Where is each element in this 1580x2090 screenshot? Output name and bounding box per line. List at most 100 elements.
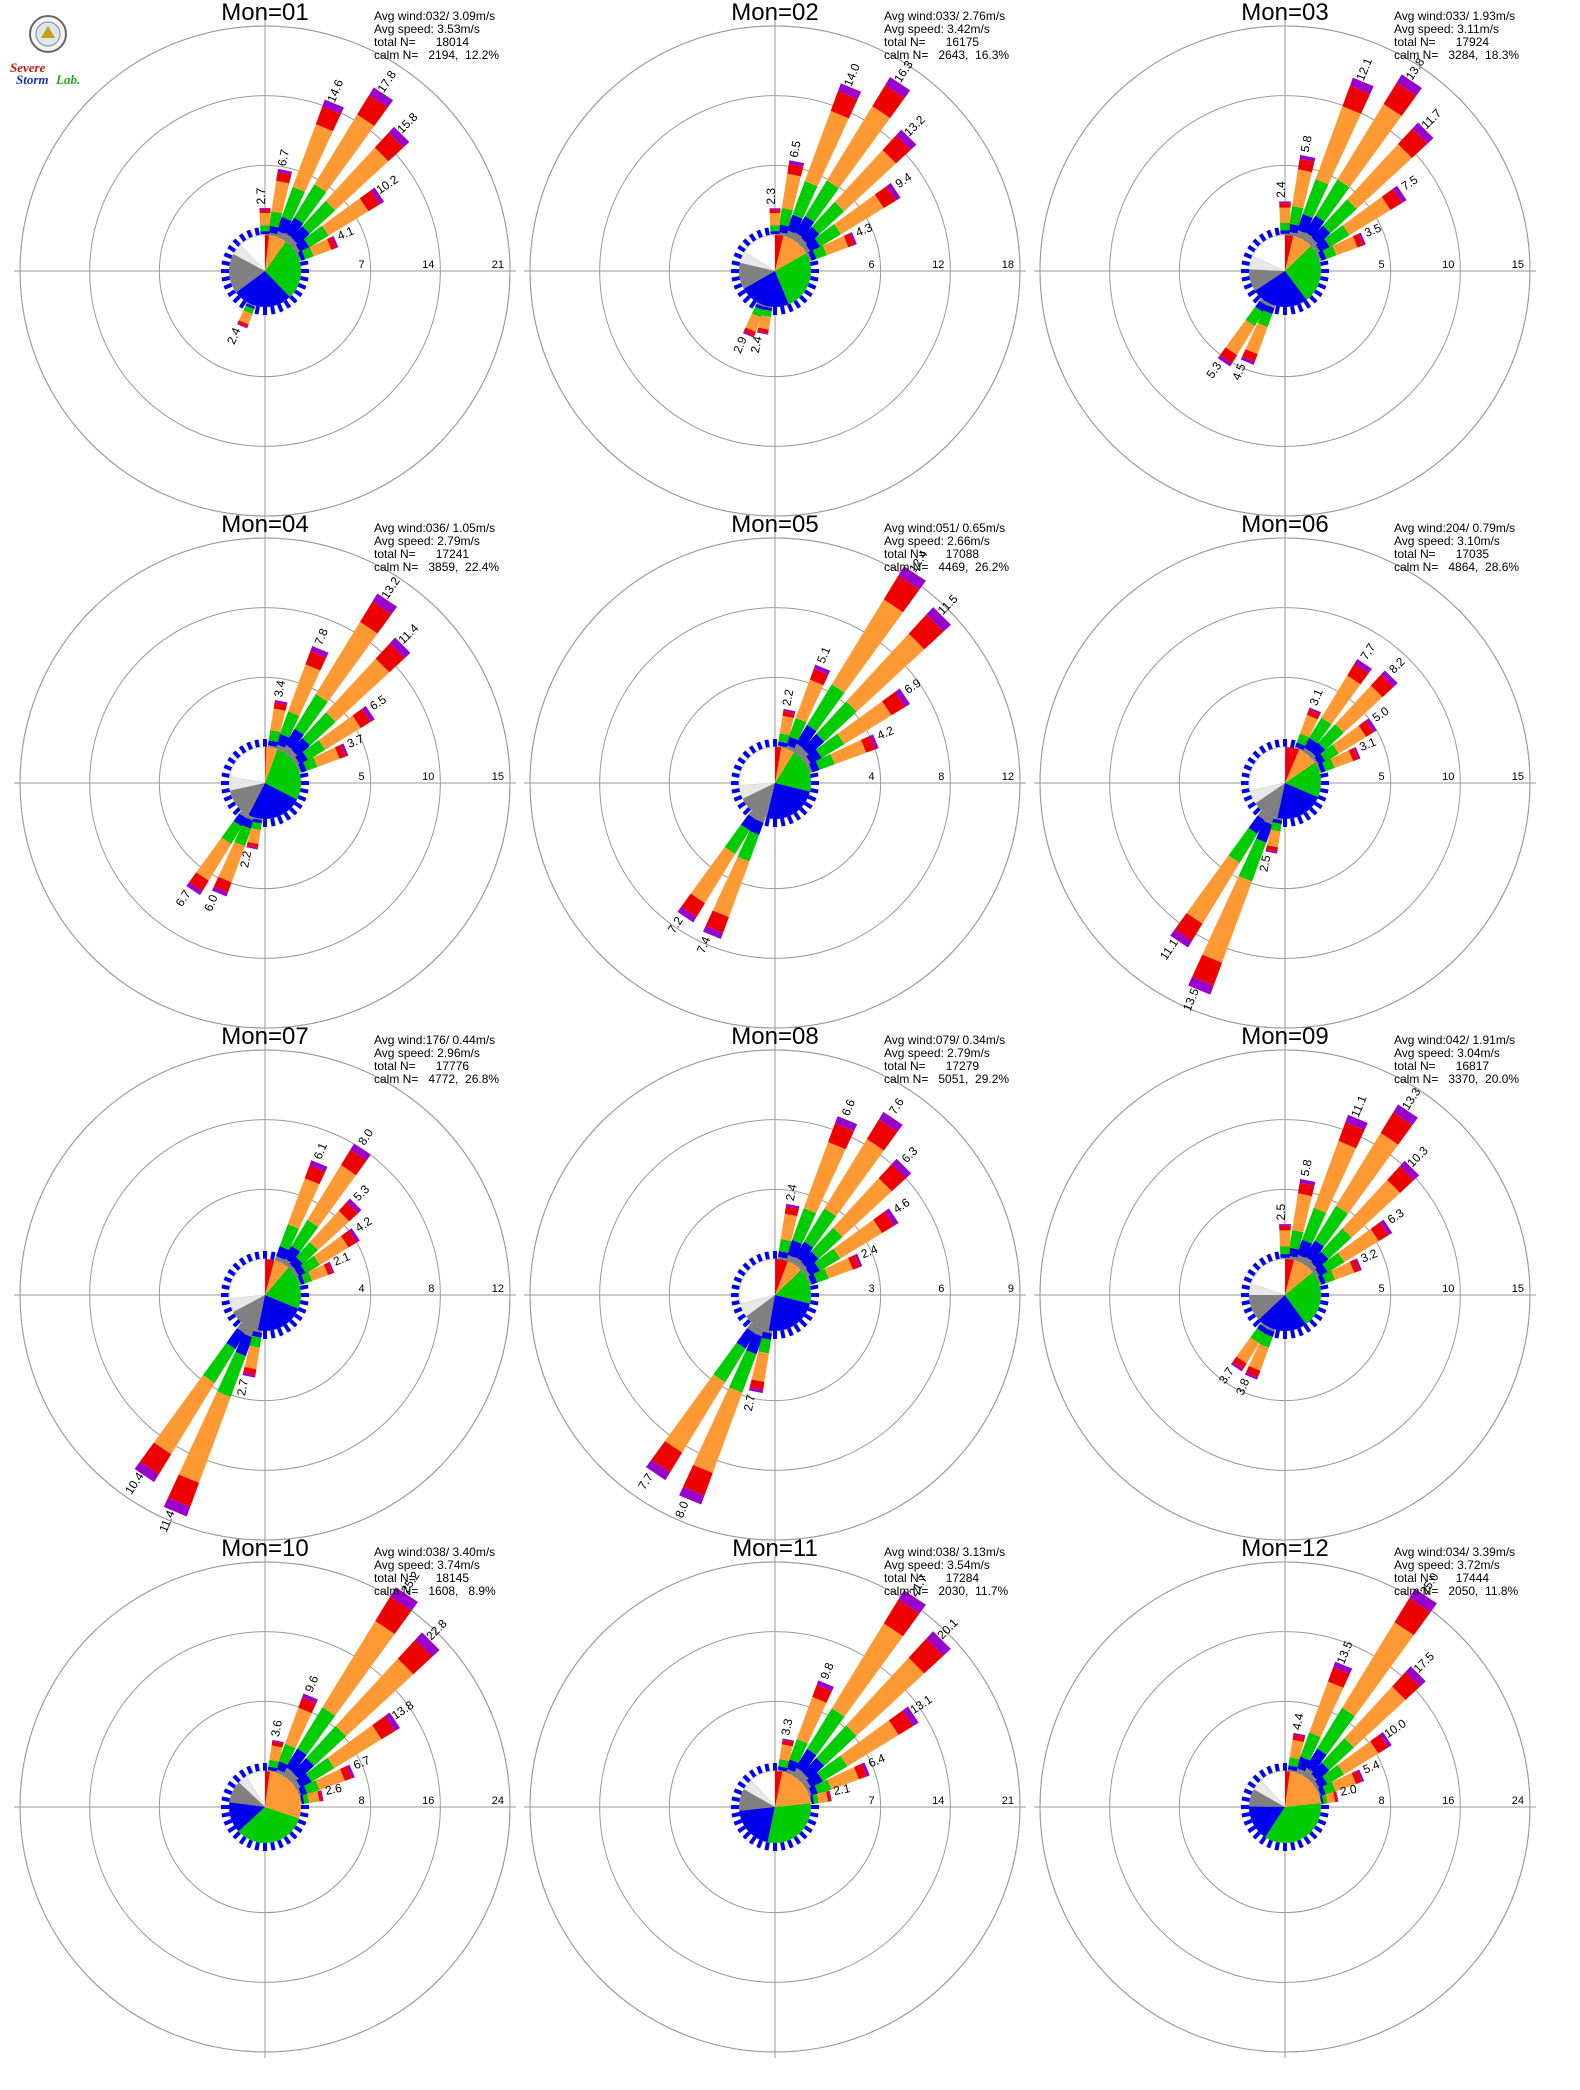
bar-value-label: 8.0 [355,1126,376,1148]
direction-bar [289,1831,298,1840]
direction-bar [733,1276,743,1284]
bar-value-label: 2.4 [748,335,765,354]
speed-pie-slice [1285,1771,1321,1807]
bar-value-label: 3.1 [1307,687,1326,708]
direction-bar [269,211,283,228]
direction-bar [733,252,743,260]
direction-bar [1242,349,1258,362]
bar-value-label: 6.4 [866,1751,887,1770]
direction-bar [260,225,270,232]
direction-bar [786,815,794,825]
direction-bar [249,1335,262,1348]
direction-bar [883,1599,920,1637]
direction-bar [1240,356,1255,365]
direction-bar [279,711,300,738]
direction-bar [861,1762,870,1777]
direction-bar [1322,1781,1336,1796]
ring-tick-label: 10 [1442,259,1454,271]
ring-tick-label: 16 [1442,1795,1454,1807]
stats-line: total N= 17444 [1394,1571,1490,1585]
direction-bar [322,1620,395,1716]
direction-bar [1338,1228,1379,1263]
speed-pie-slice [1285,1259,1294,1295]
direction-bar [786,1839,794,1849]
direction-bar [816,1725,857,1766]
speed-pie-slice [228,746,266,784]
speed-pie-slice [248,783,297,819]
stats-line: total N= 16175 [884,35,980,49]
direction-bar [276,1839,284,1849]
direction-bar [884,1208,899,1226]
direction-bar [299,1284,309,1290]
direction-bar [226,1328,245,1350]
bar-value-label: 7.8 [312,626,331,647]
direction-bar [221,788,231,794]
ring-tick-label: 24 [1512,1795,1524,1807]
direction-bar [1319,1795,1322,1805]
direction-bar [299,276,309,282]
direction-bar [746,1333,763,1355]
direction-bar [1347,144,1412,209]
direction-bar [285,1748,307,1773]
direction-bar [782,710,795,718]
direction-bar [237,323,248,329]
direction-bar [1245,306,1264,327]
direction-bar [186,882,203,896]
bar-value-label: 8.2 [1386,654,1408,676]
direction-bar [1266,302,1276,309]
stats-line: total N= 17924 [1394,35,1490,49]
direction-bar [1370,674,1394,698]
direction-bar [761,1331,772,1340]
direction-bar [252,818,263,824]
direction-bar [254,1251,260,1261]
direction-bar [795,724,817,749]
speed-pie-slice [233,245,265,271]
direction-bar [795,215,815,238]
direction-bar [762,306,773,312]
ring-tick-label: 6 [869,259,875,271]
direction-bar [807,794,817,802]
direction-bar [781,173,801,211]
direction-bar [882,135,911,164]
direction-bar [274,743,285,752]
direction-bar [1274,739,1280,749]
direction-bar [294,694,328,735]
direction-bar [683,1464,713,1496]
speed-pie-slice [1249,269,1285,291]
direction-bar [246,741,254,751]
speed-pie-slice [767,1803,811,1843]
direction-bar [227,244,237,253]
stats-line: total N= 17776 [374,1059,470,1073]
direction-bar [285,1707,312,1749]
bar-value-label: 7.4 [694,934,713,955]
direction-bar [756,1253,764,1263]
wind-rose-panel: Mon=09 5 10 15 13.3 11.1 10.3 6.3 5.8 3.2 2.5 3.7 3.… [1030,1024,1540,1546]
direction-bar [178,1391,231,1483]
speed-pie-slice [265,1771,301,1819]
direction-bar [770,231,780,234]
direction-bar [246,1253,254,1263]
direction-bar [293,1313,303,1322]
direction-bar [369,87,394,108]
direction-bar [254,1841,260,1851]
ring-tick-label: 15 [1512,1283,1524,1295]
direction-bar [245,303,256,310]
speed-pie-slice [775,747,794,783]
direction-bar [784,744,795,752]
direction-bar [742,331,755,338]
direction-bar [1228,827,1258,863]
direction-bar [817,1755,848,1782]
direction-bar [298,762,307,773]
direction-bar [731,1300,741,1306]
direction-bar [1292,169,1312,209]
direction-bar [299,788,309,794]
wind-rose-panel: Mon=06 5 10 15 7.7 8.2 5.0 3.1 3.1 11.1 13.5 2.5 Avg… [1030,512,1540,1034]
direction-bar [289,295,298,304]
panel-stats: Avg wind:032/ 3.09m/s Avg speed: 3.53m/s t… [374,10,499,62]
direction-bar [1290,1841,1296,1851]
ring-tick-label: 21 [1002,1795,1014,1807]
direction-bar [1321,1794,1328,1805]
direction-bar [348,1228,360,1243]
direction-bar [1351,1770,1362,1785]
direction-bar [748,299,757,309]
